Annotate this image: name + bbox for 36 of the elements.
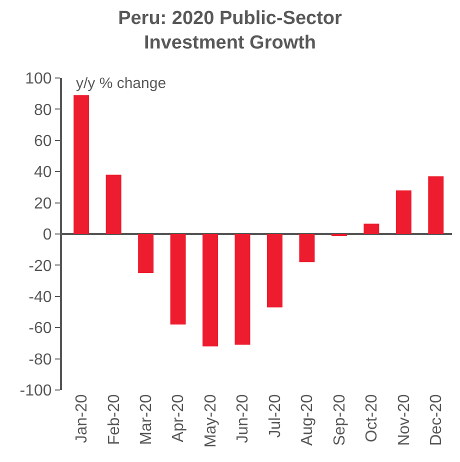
x-tick-label: Feb-20 <box>106 394 123 445</box>
x-tick-label: Dec-20 <box>428 394 446 446</box>
x-tick-label: Oct-20 <box>364 394 381 442</box>
x-tick-label: Mar-20 <box>138 394 155 445</box>
bar <box>234 234 250 345</box>
chart-title: Peru: 2020 Public-Sector Investment Growth <box>118 8 343 54</box>
y-tick-label: 100 <box>25 70 52 88</box>
bar <box>138 234 154 273</box>
y-tick-label: -80 <box>28 351 52 368</box>
bar <box>106 174 122 234</box>
bar <box>202 234 218 346</box>
y-tick-label: -100 <box>20 382 52 400</box>
bar <box>170 234 186 324</box>
y-tick-label: -20 <box>28 258 52 275</box>
x-tick-label: Jul-20 <box>266 394 284 438</box>
x-tick-label: May-20 <box>202 394 220 448</box>
x-tick-label: Aug-20 <box>299 394 316 446</box>
bar <box>299 234 315 262</box>
y-tick-label: 60 <box>34 133 52 150</box>
y-tick-label: 40 <box>34 164 52 182</box>
x-tick-label: Jan-20 <box>74 394 91 444</box>
x-tick-label: Sep-20 <box>331 394 348 446</box>
y-tick-label: 0 <box>42 226 52 244</box>
bar <box>74 95 90 234</box>
x-tick-label: Nov-20 <box>396 394 413 446</box>
x-tick-label: Jun-20 <box>234 394 252 444</box>
bar <box>428 176 444 234</box>
bar <box>364 224 380 234</box>
y-tick-label: -40 <box>28 289 52 306</box>
y-tick-label: 80 <box>34 102 52 119</box>
annotation: y/y % change <box>76 75 166 92</box>
bar <box>266 234 282 308</box>
y-tick-label: 20 <box>34 195 52 212</box>
x-tick-label: Apr-20 <box>170 394 188 442</box>
y-tick-label: -60 <box>28 320 52 338</box>
bar <box>396 190 412 234</box>
